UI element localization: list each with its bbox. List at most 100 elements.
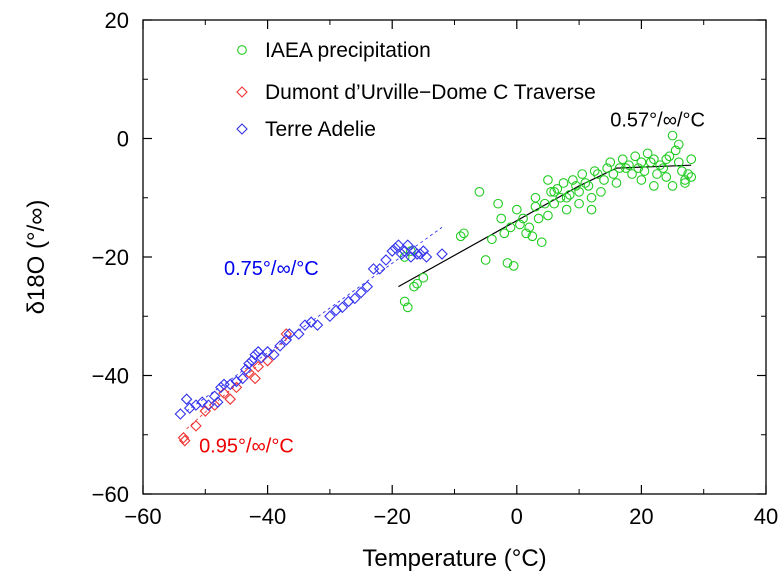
point-series-2 <box>373 263 386 275</box>
point-series-0 <box>649 154 659 165</box>
slope-annotation-2: 0.95°/∞/°C <box>199 436 294 458</box>
axis-titles: Temperature (°C) δ18O (°/∞) <box>23 200 547 572</box>
point-series-0 <box>568 175 578 185</box>
fit-line-1 <box>186 227 443 412</box>
point-series-1 <box>177 431 190 444</box>
point-series-0 <box>655 160 665 171</box>
point-series-1 <box>178 434 191 447</box>
point-series-0 <box>577 169 588 179</box>
point-series-0 <box>596 186 606 197</box>
point-series-0 <box>667 130 678 141</box>
point-series-2 <box>401 239 414 251</box>
point-series-2 <box>196 396 208 408</box>
point-series-2 <box>202 399 215 411</box>
point-series-0 <box>536 237 547 248</box>
point-series-2 <box>336 301 349 314</box>
x-tick-label: 0 <box>511 504 523 529</box>
point-series-0 <box>409 281 419 292</box>
point-series-0 <box>524 222 535 233</box>
point-series-0 <box>639 166 650 176</box>
point-series-0 <box>608 169 619 179</box>
point-series-2 <box>243 357 255 370</box>
y-tick-label: −40 <box>92 364 129 389</box>
legend-label-1: Dumont d’Urville−Dome C Traverse <box>265 81 596 104</box>
point-series-2 <box>183 402 196 414</box>
x-tick-label: −20 <box>374 504 411 529</box>
point-series-1 <box>252 360 265 373</box>
point-series-2 <box>180 393 193 405</box>
point-series-2 <box>230 375 243 388</box>
point-series-0 <box>673 139 684 150</box>
point-series-2 <box>208 390 221 403</box>
point-series-2 <box>367 263 380 275</box>
point-series-0 <box>636 175 647 185</box>
point-series-0 <box>633 163 644 173</box>
legend-label-2: Terre Adelie <box>265 118 376 141</box>
point-series-0 <box>686 172 697 182</box>
point-series-2 <box>330 304 342 317</box>
point-series-0 <box>571 181 581 191</box>
point-series-2 <box>190 399 202 411</box>
point-series-0 <box>458 228 469 239</box>
point-series-0 <box>480 255 491 265</box>
point-series-2 <box>414 248 427 260</box>
point-series-0 <box>658 163 669 173</box>
point-series-0 <box>667 181 678 191</box>
point-series-2 <box>299 319 311 331</box>
point-series-2 <box>311 319 324 331</box>
slope-annotation-1: 0.75°/∞/°C <box>224 258 319 280</box>
point-series-2 <box>361 280 374 293</box>
point-series-0 <box>661 154 672 165</box>
point-series-2 <box>211 396 224 408</box>
point-series-2 <box>283 328 296 340</box>
point-series-0 <box>502 258 513 268</box>
point-series-2 <box>355 286 367 299</box>
point-series-0 <box>599 175 609 185</box>
legend-marker-2 <box>236 123 248 135</box>
point-series-0 <box>561 192 572 203</box>
point-series-0 <box>546 186 556 197</box>
point-series-0 <box>511 204 522 215</box>
x-tick-label: −40 <box>249 504 286 529</box>
point-series-0 <box>505 222 516 233</box>
point-series-0 <box>574 186 584 197</box>
point-series-1 <box>224 393 236 405</box>
x-tick-label: −60 <box>124 504 161 529</box>
point-series-0 <box>487 234 497 245</box>
point-series-2 <box>342 295 355 308</box>
point-series-2 <box>324 310 336 323</box>
point-series-0 <box>602 163 612 173</box>
point-series-2 <box>252 346 265 358</box>
point-series-2 <box>255 351 268 364</box>
point-series-2 <box>417 245 430 257</box>
point-series-0 <box>521 228 531 239</box>
point-series-1 <box>249 372 261 385</box>
point-series-2 <box>305 316 317 328</box>
point-series-0 <box>530 192 541 203</box>
data-points <box>174 130 697 447</box>
point-series-0 <box>652 169 662 179</box>
point-series-0 <box>605 157 616 168</box>
point-series-2 <box>215 381 227 394</box>
point-series-0 <box>555 192 566 203</box>
annotations: 0.57°/∞/°C 0.75°/∞/°C 0.95°/∞/°C <box>199 110 705 458</box>
point-series-2 <box>392 239 405 251</box>
point-series-2 <box>268 348 280 361</box>
fit-lines <box>186 164 692 430</box>
point-series-0 <box>455 231 466 242</box>
point-series-0 <box>412 278 422 289</box>
point-series-0 <box>636 157 647 168</box>
point-series-0 <box>645 157 656 168</box>
point-series-0 <box>399 296 410 307</box>
point-series-0 <box>617 154 628 165</box>
point-series-0 <box>670 145 681 156</box>
y-tick-label: −20 <box>92 245 129 270</box>
fit-line-2 <box>186 339 287 430</box>
point-series-0 <box>583 181 594 191</box>
point-series-0 <box>402 302 413 313</box>
point-series-0 <box>586 192 597 203</box>
point-series-0 <box>515 219 525 230</box>
y-tick-label: −60 <box>92 482 129 507</box>
point-series-2 <box>274 340 286 352</box>
